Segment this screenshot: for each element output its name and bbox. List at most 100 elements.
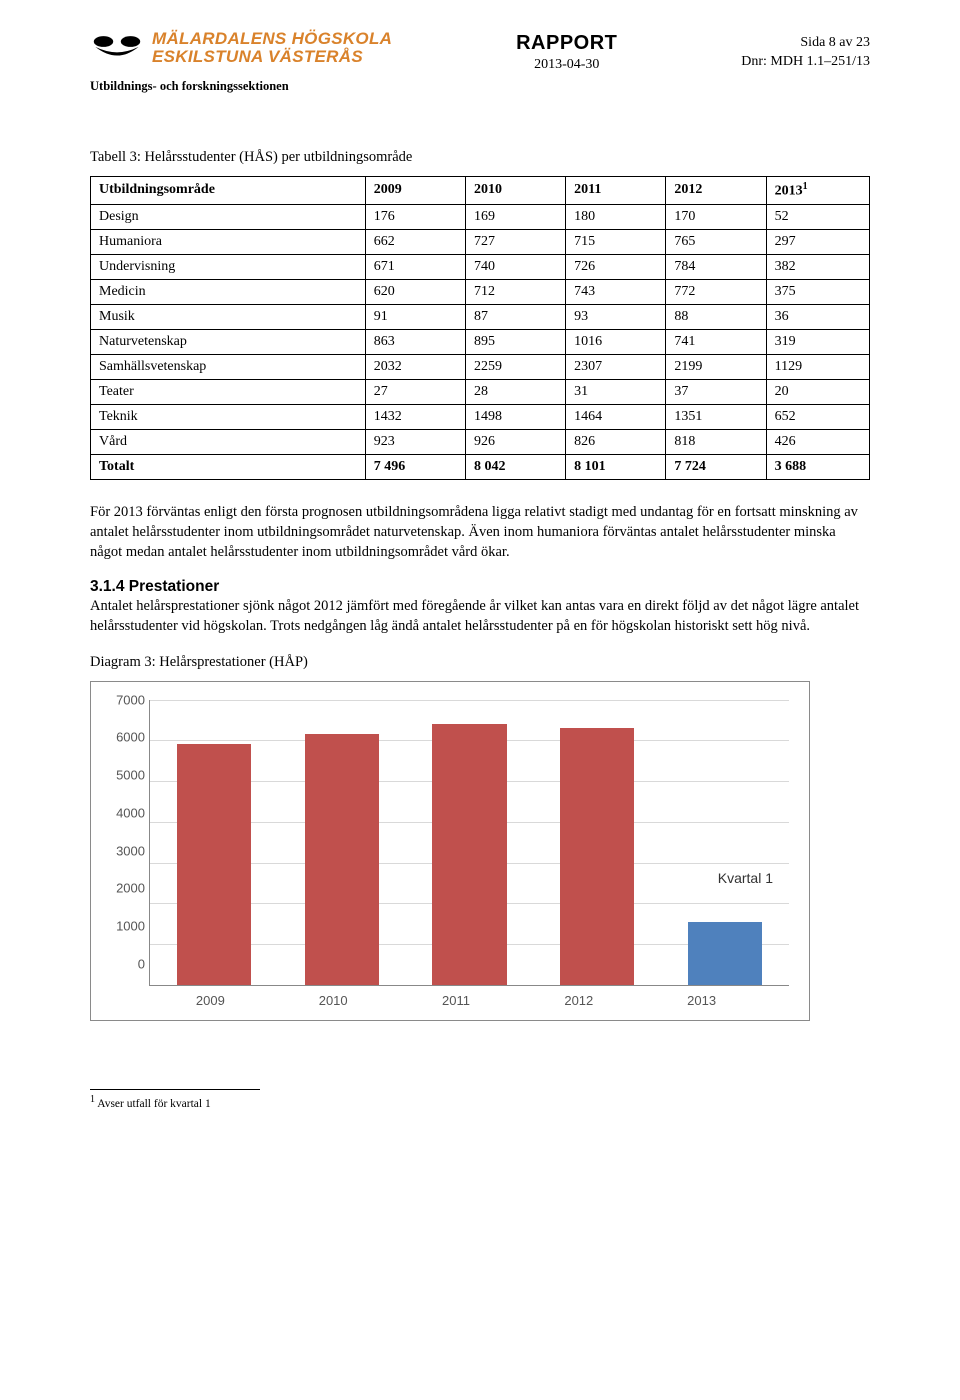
chart-bar xyxy=(305,734,379,984)
table-cell: 8 101 xyxy=(566,454,666,479)
table-cell: 91 xyxy=(365,304,465,329)
table-cell: 784 xyxy=(666,254,766,279)
chart-plot-area xyxy=(149,700,789,986)
logo-block: MÄLARDALENS HÖGSKOLA ESKILSTUNA VÄSTERÅS xyxy=(90,30,392,66)
table-row: Musik9187938836 xyxy=(91,304,870,329)
footnote: 1 Avser utfall för kvartal 1 xyxy=(90,1094,870,1110)
table-cell: 382 xyxy=(766,254,869,279)
table-cell: 319 xyxy=(766,329,869,354)
table-col-header: 2011 xyxy=(566,177,666,205)
table-cell: 1016 xyxy=(566,329,666,354)
footnote-rule xyxy=(90,1089,260,1090)
table-cell: 31 xyxy=(566,379,666,404)
dnr-label: Dnr: MDH 1.1–251/13 xyxy=(741,53,870,72)
table-cell: 93 xyxy=(566,304,666,329)
chart-xtick: 2013 xyxy=(687,993,716,1008)
paragraph-1: För 2013 förväntas enligt den första pro… xyxy=(90,502,870,562)
table-row: Teknik1432149814641351652 xyxy=(91,404,870,429)
table-row: Teater2728313720 xyxy=(91,379,870,404)
table-cell: 2199 xyxy=(666,354,766,379)
table-cell: 176 xyxy=(365,204,465,229)
table-row: Samhällsvetenskap20322259230721991129 xyxy=(91,354,870,379)
table-cell: Musik xyxy=(91,304,366,329)
table-cell: 36 xyxy=(766,304,869,329)
page-header: MÄLARDALENS HÖGSKOLA ESKILSTUNA VÄSTERÅS… xyxy=(90,30,870,73)
chart-legend: Kvartal 1 xyxy=(718,870,773,886)
table-caption: Tabell 3: Helårsstudenter (HÅS) per utbi… xyxy=(90,149,870,166)
table-col-header: 20131 xyxy=(766,177,869,205)
table-cell: Vård xyxy=(91,429,366,454)
table-head: Utbildningsområde200920102011201220131 xyxy=(91,177,870,205)
table-cell: 662 xyxy=(365,229,465,254)
chart-bar xyxy=(560,728,634,985)
table-cell: 712 xyxy=(465,279,565,304)
table-cell: Naturvetenskap xyxy=(91,329,366,354)
table-cell: 180 xyxy=(566,204,666,229)
logo-line-1: MÄLARDALENS HÖGSKOLA xyxy=(152,30,392,48)
logo-text: MÄLARDALENS HÖGSKOLA ESKILSTUNA VÄSTERÅS xyxy=(152,30,392,66)
chart-ytick: 3000 xyxy=(109,843,145,858)
table-cell: 170 xyxy=(666,204,766,229)
table-row: Humaniora662727715765297 xyxy=(91,229,870,254)
chart-ytick: 6000 xyxy=(109,730,145,745)
table-cell: 726 xyxy=(566,254,666,279)
table-cell: 1351 xyxy=(666,404,766,429)
report-title: RAPPORT xyxy=(392,32,741,55)
report-date: 2013-04-30 xyxy=(392,57,741,73)
table-cell: 426 xyxy=(766,429,869,454)
chart-ytick: 7000 xyxy=(109,692,145,707)
paragraph-2: Antalet helårsprestationer sjönk något 2… xyxy=(90,596,870,636)
table-cell: 2259 xyxy=(465,354,565,379)
table-col-header: 2012 xyxy=(666,177,766,205)
table-cell: 652 xyxy=(766,404,869,429)
table-cell: Design xyxy=(91,204,366,229)
table-cell: 772 xyxy=(666,279,766,304)
table-col-header: Utbildningsområde xyxy=(91,177,366,205)
table-cell: Humaniora xyxy=(91,229,366,254)
sub-heading: 3.1.4 Prestationer xyxy=(90,578,219,595)
section-label: Utbildnings- och forskningssektionen xyxy=(90,79,870,94)
table-cell: Totalt xyxy=(91,454,366,479)
table-cell: 671 xyxy=(365,254,465,279)
chart-ytick: 4000 xyxy=(109,805,145,820)
table-cell: 895 xyxy=(465,329,565,354)
table-cell: 297 xyxy=(766,229,869,254)
table-cell: 8 042 xyxy=(465,454,565,479)
chart-ytick: 5000 xyxy=(109,768,145,783)
table-cell: 87 xyxy=(465,304,565,329)
table-cell: 1432 xyxy=(365,404,465,429)
table-cell: 1498 xyxy=(465,404,565,429)
chart-ytick: 0 xyxy=(109,956,145,971)
table-body: Design17616918017052Humaniora66272771576… xyxy=(91,204,870,479)
table-cell: 826 xyxy=(566,429,666,454)
table-cell: 3 688 xyxy=(766,454,869,479)
table-cell: 7 496 xyxy=(365,454,465,479)
table-cell: 28 xyxy=(465,379,565,404)
table-row: Medicin620712743772375 xyxy=(91,279,870,304)
table-row: Undervisning671740726784382 xyxy=(91,254,870,279)
table-cell: 20 xyxy=(766,379,869,404)
subsection: 3.1.4 Prestationer xyxy=(90,578,870,596)
table-cell: 1464 xyxy=(566,404,666,429)
table-cell: Samhällsvetenskap xyxy=(91,354,366,379)
chart-bar xyxy=(688,922,762,985)
bar-chart: 0100020003000400050006000700020092010201… xyxy=(90,681,810,1021)
chart-caption: Diagram 3: Helårsprestationer (HÅP) xyxy=(90,654,870,671)
chart-xtick: 2009 xyxy=(196,993,225,1008)
data-table: Utbildningsområde200920102011201220131 D… xyxy=(90,176,870,480)
table-cell: Medicin xyxy=(91,279,366,304)
chart-ytick: 2000 xyxy=(109,881,145,896)
table-total-row: Totalt7 4968 0428 1017 7243 688 xyxy=(91,454,870,479)
table-cell: 863 xyxy=(365,329,465,354)
table-cell: 52 xyxy=(766,204,869,229)
header-right: Sida 8 av 23 Dnr: MDH 1.1–251/13 xyxy=(741,30,870,72)
footnote-marker: 1 xyxy=(90,1094,95,1105)
chart-xtick: 2011 xyxy=(442,993,470,1008)
table-cell: 620 xyxy=(365,279,465,304)
table-cell: 727 xyxy=(465,229,565,254)
table-cell: 715 xyxy=(566,229,666,254)
table-cell: 37 xyxy=(666,379,766,404)
table-cell: Undervisning xyxy=(91,254,366,279)
table-cell: 741 xyxy=(666,329,766,354)
table-cell: 923 xyxy=(365,429,465,454)
